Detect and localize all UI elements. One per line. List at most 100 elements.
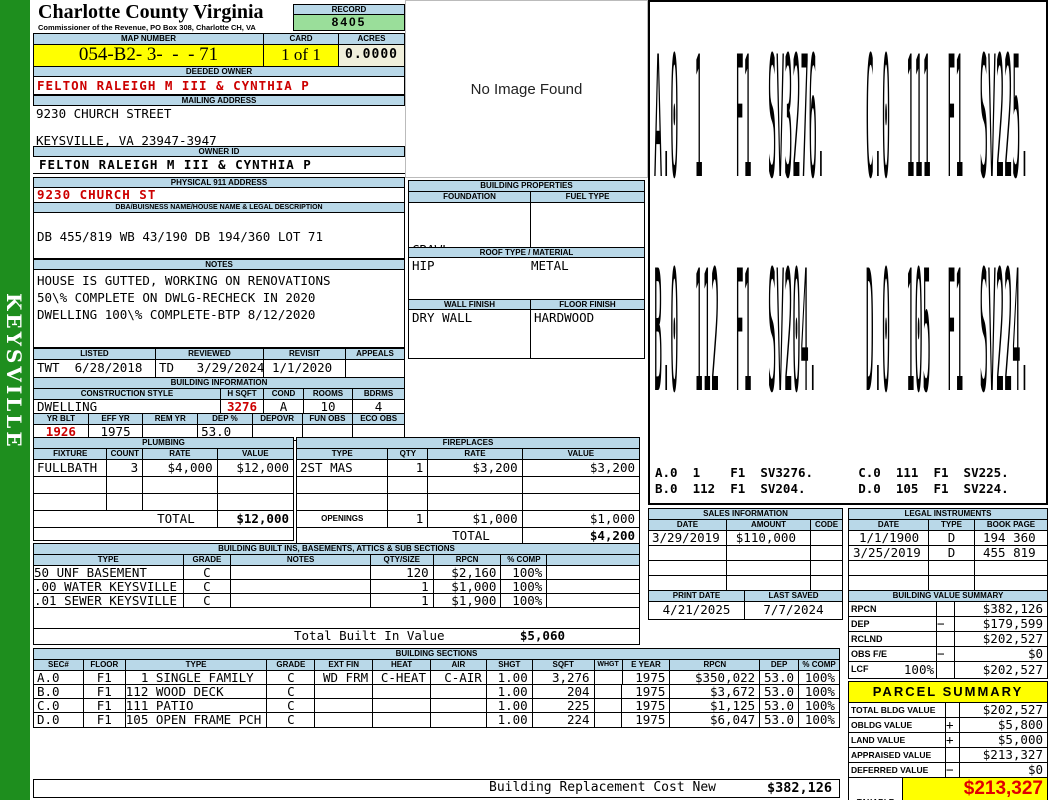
last-saved-label: LAST SAVED	[745, 591, 842, 602]
mailing-address-section: MAILING ADDRESS 9230 CHURCH STREET KEYSV…	[33, 95, 405, 150]
fuel-value	[531, 203, 644, 247]
building-section-row: D.0 F1 105 OPEN FRAME PCH C 1.00 224 197…	[34, 713, 839, 727]
taxable-value-label: TAXABLE VALUE	[849, 778, 903, 800]
sections-col-sqft: SQFT	[532, 660, 595, 671]
print-date-label: PRINT DATE	[649, 591, 746, 602]
plumbing-total-label: TOTAL	[143, 511, 218, 528]
built-ins-label: BUILDING BUILT INS, BASEMENTS, ATTICS & …	[34, 544, 639, 555]
legal-instruments-section: LEGAL INSTRUMENTS DATE TYPE BOOK PAGE 1/…	[848, 508, 1048, 592]
building-section-row: A.0 F1 1 SINGLE FAMILY C WD FRM C-HEAT C…	[34, 671, 839, 685]
value-summary-row: OBS F/E − $0	[849, 647, 1047, 662]
remyr-value	[143, 425, 199, 440]
parcel-summary-section: PARCEL SUMMARY TOTAL BLDG VALUE $202,527…	[848, 681, 1048, 800]
revisit-label: REVISIT	[264, 349, 346, 360]
legal-col-bookpage: BOOK PAGE	[975, 520, 1047, 531]
building-sections-table: BUILDING SECTIONS SEC# FLOOR TYPE GRADE …	[33, 648, 840, 728]
taxable-value-amount: $213,327	[903, 778, 1047, 800]
card-value: 1 of 1	[264, 45, 339, 66]
sales-col-amount: AMOUNT	[727, 520, 811, 531]
rooms-label: ROOMS	[304, 389, 353, 400]
fireplaces-empty-row	[297, 494, 639, 511]
owner-id-label: OWNER ID	[33, 146, 405, 157]
built-ins-col-notes: NOTES	[231, 555, 371, 566]
sales-row: 3/29/2019 $110,000	[649, 531, 842, 546]
appeals-value	[346, 360, 404, 377]
value-summary-row: RPCN $382,126	[849, 602, 1047, 617]
hsqft-value: 3276	[221, 400, 264, 414]
built-ins-col-grade: GRADE	[183, 555, 232, 566]
fireplaces-col-rate: RATE	[428, 449, 523, 460]
sections-col-air: AIR	[431, 660, 487, 671]
plumbing-row: FULLBATH 3 $4,000 $12,000	[34, 460, 293, 477]
built-ins-col-comp: % COMP	[501, 555, 548, 566]
plumbing-empty-row	[34, 494, 293, 511]
built-ins-empty-strip	[34, 608, 639, 629]
map-card-acres: MAP NUMBER CARD ACRES 054-B2- 3- - - 71 …	[33, 33, 405, 67]
record-value: 8405	[293, 15, 405, 31]
record-label: RECORD	[293, 4, 405, 15]
depovr-label: DEPOVR	[252, 414, 303, 425]
built-ins-col-type: TYPE	[34, 555, 184, 566]
owner-id-value: FELTON RALEIGH M III & CYNTHIA P	[33, 157, 405, 174]
map-number-label: MAP NUMBER	[34, 34, 264, 45]
photo-placeholder: No Image Found	[405, 0, 648, 178]
owner-id-section: OWNER ID FELTON RALEIGH M III & CYNTHIA …	[33, 146, 405, 174]
map-number-value: 054-B2- 3- - - 71	[34, 45, 264, 66]
rooms-value: 10	[304, 400, 353, 414]
sales-information-label: SALES INFORMATION	[649, 509, 842, 520]
visits-section: LISTED REVIEWED REVISIT APPEALS TWT 6/28…	[33, 348, 405, 378]
sketch-summary: A.0 1 F1 SV3276. C.0 111 F1 SV225. B.0 1…	[655, 465, 1009, 497]
built-ins-col-qty: QTY/SIZE	[370, 555, 434, 566]
county-subtitle: Commissioner of the Revenue, PO Box 308,…	[38, 23, 256, 32]
reviewed-value: TD 3/29/2024	[156, 360, 264, 377]
sketch-label-line2: B.0 112 F1 SV204. D.0 105 F1 SV224.	[654, 234, 1029, 430]
sections-col-rpcn: RPCN	[670, 660, 761, 671]
legal-description-label: DBA/BUISNESS NAME/HOUSE NAME & LEGAL DES…	[33, 202, 405, 213]
fireplaces-col-type: TYPE	[297, 449, 389, 460]
roof-material-value: METAL	[531, 258, 569, 273]
deeded-owner-label: DEEDED OWNER	[33, 66, 405, 77]
mailing-address-label: MAILING ADDRESS	[33, 95, 405, 106]
taxable-value-row: TAXABLE VALUE $213,327	[849, 778, 1047, 800]
building-information-label: BUILDING INFORMATION	[34, 378, 404, 389]
roof-values: HIP METAL	[409, 258, 644, 299]
sales-information-section: SALES INFORMATION DATE AMOUNT CODE 3/29/…	[648, 508, 843, 592]
legal-col-type: TYPE	[929, 520, 975, 531]
sections-col-eyear: E YEAR	[622, 660, 671, 671]
no-image-text: No Image Found	[470, 80, 583, 98]
legal-row: 3/25/2019 D 455 819	[849, 546, 1047, 561]
sections-col-grade: GRADE	[267, 660, 316, 671]
sales-col-code: CODE	[811, 520, 842, 531]
replacement-cost-value: $382,126	[766, 780, 832, 797]
bdrms-value: 4	[353, 400, 404, 414]
notes-line: 50\% COMPLETE ON DWLG-RECHECK IN 2020	[37, 290, 316, 305]
plumbing-empty-row	[34, 477, 293, 494]
ecoobs-label: ECO OBS	[353, 414, 404, 425]
foundation-value: CRAWL CINDER BLOCK	[409, 203, 531, 247]
acres-value: 0.0000	[339, 45, 404, 66]
parcel-summary-row: LAND VALUE + $5,000	[849, 733, 1047, 748]
wall-finish-value: DRY WALL	[409, 310, 531, 358]
funobs-value	[303, 425, 354, 440]
mailing-line1: 9230 CHURCH STREET	[36, 106, 172, 121]
fireplaces-label: FIREPLACES	[297, 438, 639, 449]
sketch-summary-line1: A.0 1 F1 SV3276. C.0 111 F1 SV225.	[655, 465, 1009, 480]
plumbing-section: PLUMBING FIXTURE COUNT RATE VALUE FULLBA…	[33, 437, 294, 541]
cond-value: A	[264, 400, 304, 414]
district-label: KEYSVILLE	[2, 293, 26, 450]
sketch-label-line1: A.0 1 F1 SV3276. C.0 111 F1 SV225.	[654, 20, 1029, 216]
county-title: Charlotte County Virginia	[38, 1, 264, 23]
fireplaces-total-label: TOTAL	[428, 528, 523, 544]
depovr-value	[253, 425, 303, 440]
value-summary-row: RCLND $202,527	[849, 632, 1047, 647]
card-label: CARD	[264, 34, 339, 45]
bdrms-label: BDRMS	[353, 389, 404, 400]
roof-type-value: HIP	[412, 258, 435, 273]
built-ins-row: .01 SEWER KEYSVILLE C 1 $1,900 100%	[34, 594, 639, 608]
yrblt-value: 1926	[34, 425, 89, 440]
print-date-value: 4/21/2025	[649, 602, 746, 619]
replacement-cost-row: Building Replacement Cost New $382,126	[33, 779, 840, 798]
built-ins-section: BUILDING BUILT INS, BASEMENTS, ATTICS & …	[33, 543, 640, 645]
value-summary-row: LCF 100% $202,527	[851, 662, 1043, 678]
